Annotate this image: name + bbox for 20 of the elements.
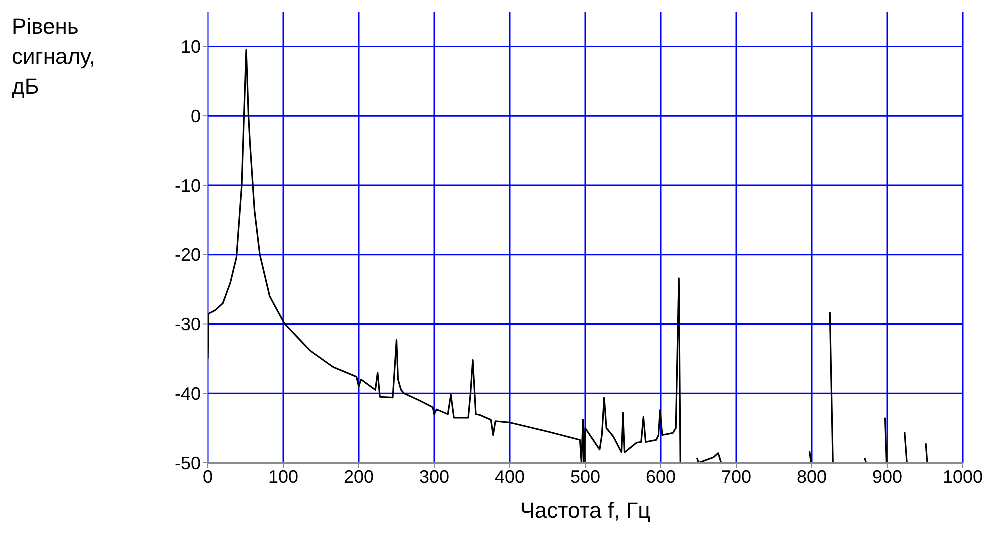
x-tick-label: 100 (268, 466, 299, 487)
y-tick-label: 0 (190, 106, 201, 126)
x-tick-label: 400 (494, 466, 526, 487)
x-tick-label: 800 (796, 466, 828, 487)
x-tick-label: 600 (646, 466, 676, 487)
x-tick-label: 200 (344, 466, 374, 487)
y-tick-label: -20 (174, 245, 201, 266)
x-tick-label: 1000 (942, 466, 984, 487)
x-tick-label: 0 (202, 466, 214, 487)
x-tick-label: 900 (872, 466, 903, 487)
y-tick-label: -50 (174, 453, 201, 474)
x-tick-label: 300 (419, 466, 450, 487)
y-tick-label: 10 (180, 37, 201, 58)
x-axis-title: Частота f, Гц (519, 498, 652, 524)
x-tick-label: 700 (721, 466, 752, 487)
y-tick-label: -40 (174, 384, 201, 404)
y-tick-label: -30 (174, 314, 201, 335)
y-axis-title: Рівень сигналу, дБ (12, 13, 96, 101)
x-tick-label: 500 (570, 466, 601, 487)
y-tick-label: -10 (174, 176, 201, 196)
